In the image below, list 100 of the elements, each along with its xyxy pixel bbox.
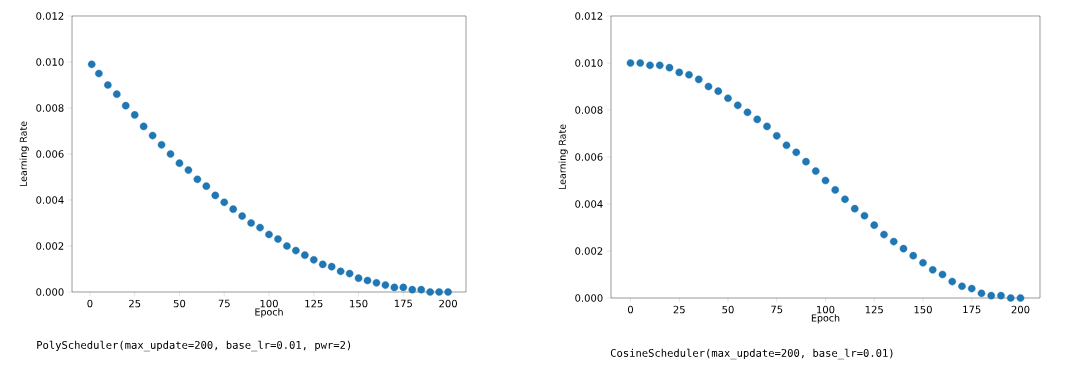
y-tick-label: 0.000	[36, 288, 64, 296]
x-tick-label: 175	[394, 299, 412, 308]
point	[274, 235, 282, 243]
point	[202, 182, 211, 190]
point	[121, 101, 130, 110]
point	[435, 288, 443, 296]
x-tick-label: 125	[865, 305, 883, 314]
point	[336, 267, 345, 276]
y-tick-label: 0.004	[36, 196, 64, 204]
x-tick-label: 100	[260, 299, 278, 308]
point	[381, 281, 390, 289]
point	[408, 285, 417, 294]
point	[301, 251, 309, 259]
x-tick-label: 150	[350, 299, 368, 308]
y-tick-label: 0.012	[36, 12, 64, 20]
point	[95, 69, 103, 78]
point	[958, 282, 966, 291]
point	[229, 205, 237, 213]
point	[919, 258, 927, 267]
point	[743, 108, 752, 117]
point	[444, 288, 452, 296]
point	[139, 122, 148, 131]
point	[157, 140, 166, 149]
x-tick-label: 150	[914, 305, 932, 314]
point	[694, 75, 703, 84]
x-tick-label: 175	[963, 305, 981, 314]
text: PolyScheduler(max_update=200, base_lr=0.01, pwr=2)	[37, 340, 351, 352]
point	[997, 291, 1005, 300]
point	[87, 60, 96, 69]
text: CosineScheduler(max_update=200, base_lr=0.01)	[610, 348, 893, 360]
point	[318, 260, 327, 269]
point	[247, 219, 255, 227]
point	[841, 195, 849, 204]
point	[148, 131, 157, 140]
point	[646, 61, 654, 70]
x-tick-label: 25	[129, 299, 141, 308]
point	[860, 211, 869, 220]
x-tick-label: 75	[218, 299, 230, 308]
point	[130, 111, 139, 119]
point	[256, 223, 264, 232]
point	[782, 141, 791, 150]
point	[675, 68, 684, 77]
point	[802, 157, 810, 166]
point	[166, 150, 175, 158]
x-axis-title: Epoch	[811, 314, 840, 324]
point	[772, 132, 781, 140]
point	[724, 94, 732, 103]
x-tick-label: 50	[722, 305, 734, 314]
point	[363, 276, 372, 285]
y-tick-label: 0.006	[36, 150, 64, 158]
x-tick-label: 0	[87, 299, 93, 308]
y-tick-label: 0.006	[575, 153, 603, 161]
point	[112, 90, 121, 98]
point	[889, 237, 898, 246]
y-tick-label: 0.002	[575, 247, 603, 255]
y-tick-label: 0.008	[575, 106, 603, 114]
point	[987, 291, 996, 300]
point	[733, 101, 742, 110]
point	[655, 61, 664, 70]
x-tick-label: 50	[173, 299, 186, 308]
point	[626, 59, 635, 67]
point	[1006, 294, 1015, 302]
point	[880, 230, 888, 239]
x-tick-label: 200	[1011, 305, 1030, 314]
point	[665, 63, 674, 72]
point	[238, 212, 246, 220]
point	[417, 285, 426, 294]
point	[753, 115, 762, 124]
point	[399, 283, 408, 292]
point	[763, 122, 771, 131]
point	[909, 251, 918, 260]
y-tick-label: 0.012	[575, 12, 603, 20]
point	[704, 82, 713, 91]
y-axis-title: Learning Rate	[558, 124, 568, 190]
point	[175, 159, 184, 167]
point	[211, 191, 220, 200]
y-tick-label: 0.004	[575, 200, 603, 208]
point	[327, 262, 336, 271]
x-tick-label: 75	[771, 305, 783, 314]
point	[636, 59, 645, 67]
point	[283, 242, 291, 250]
point	[870, 221, 879, 229]
point	[390, 283, 399, 292]
point	[184, 166, 193, 174]
x-tick-label: 100	[817, 305, 835, 314]
point	[821, 176, 830, 185]
point	[354, 274, 363, 282]
point	[265, 230, 273, 239]
y-tick-label: 0.010	[575, 59, 603, 67]
point	[928, 265, 937, 274]
point	[948, 277, 957, 286]
point	[309, 255, 318, 264]
x-tick-label: 125	[305, 299, 323, 308]
point	[426, 288, 434, 296]
point	[967, 284, 976, 293]
point	[345, 269, 354, 278]
point	[1016, 294, 1025, 302]
y-tick-label: 0.008	[36, 104, 64, 112]
point	[938, 270, 947, 279]
point	[220, 198, 229, 207]
